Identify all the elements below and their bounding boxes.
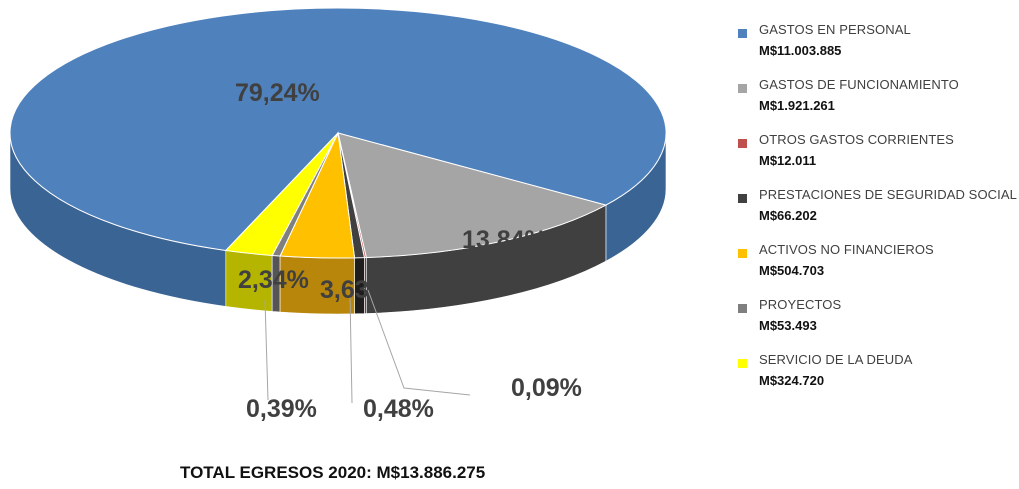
legend-swatch xyxy=(738,304,747,313)
leader-line xyxy=(349,294,353,404)
legend-label: ACTIVOS NO FINANCIEROS xyxy=(759,242,934,257)
data-label: 13,84% xyxy=(462,226,547,254)
legend-swatch xyxy=(738,249,747,258)
pie-slice-gastos-en-personal xyxy=(9,7,667,251)
data-label: 79,24% xyxy=(235,79,320,107)
data-label: 0,39% xyxy=(246,395,317,423)
pie-labels: 79,24% 13,84% 0,09% 0,48% 3,63% 0,39% 2,34% xyxy=(235,79,582,423)
legend-amount: M$12.011 xyxy=(759,153,817,168)
legend-amount: M$324.720 xyxy=(759,373,825,388)
legend-amount: M$66.202 xyxy=(759,208,817,223)
legend-swatch xyxy=(738,29,747,38)
pie-slice-servicio-de-la-deuda xyxy=(224,132,339,256)
data-label: 2,34% xyxy=(238,266,309,294)
leader-line xyxy=(367,289,471,396)
legend-swatch xyxy=(738,84,747,93)
legend-amount: M$504.703 xyxy=(759,263,825,278)
pie-tops xyxy=(9,7,667,259)
legend-amount: M$53.493 xyxy=(759,318,817,333)
legend-amount: M$1.921.261 xyxy=(759,98,835,113)
legend-label: GASTOS EN PERSONAL xyxy=(759,22,911,37)
legend-label: GASTOS DE FUNCIONAMIENTO xyxy=(759,77,959,92)
pie-sides xyxy=(9,132,667,315)
legend-swatch xyxy=(738,139,747,148)
total-egresos: TOTAL EGRESOS 2020: M$13.886.275 xyxy=(180,463,486,482)
data-label: 0,09% xyxy=(511,374,582,402)
legend-label: OTROS GASTOS CORRIENTES xyxy=(759,132,954,147)
legend-amount: M$11.003.885 xyxy=(759,43,842,58)
legend-label: PRESTACIONES DE SEGURIDAD SOCIAL xyxy=(759,187,1017,202)
legend-label: PROYECTOS xyxy=(759,297,842,312)
data-label: 0,48% xyxy=(363,395,434,423)
leader-line xyxy=(264,299,269,401)
pie-slice-gastos-de-funcionamiento xyxy=(337,132,608,259)
legend-label: SERVICIO DE LA DEUDA xyxy=(759,352,913,367)
data-label: 3,63% xyxy=(320,276,391,304)
legend-swatch xyxy=(738,194,747,203)
legend-swatch xyxy=(738,359,747,368)
pie-leader-lines xyxy=(264,289,471,404)
